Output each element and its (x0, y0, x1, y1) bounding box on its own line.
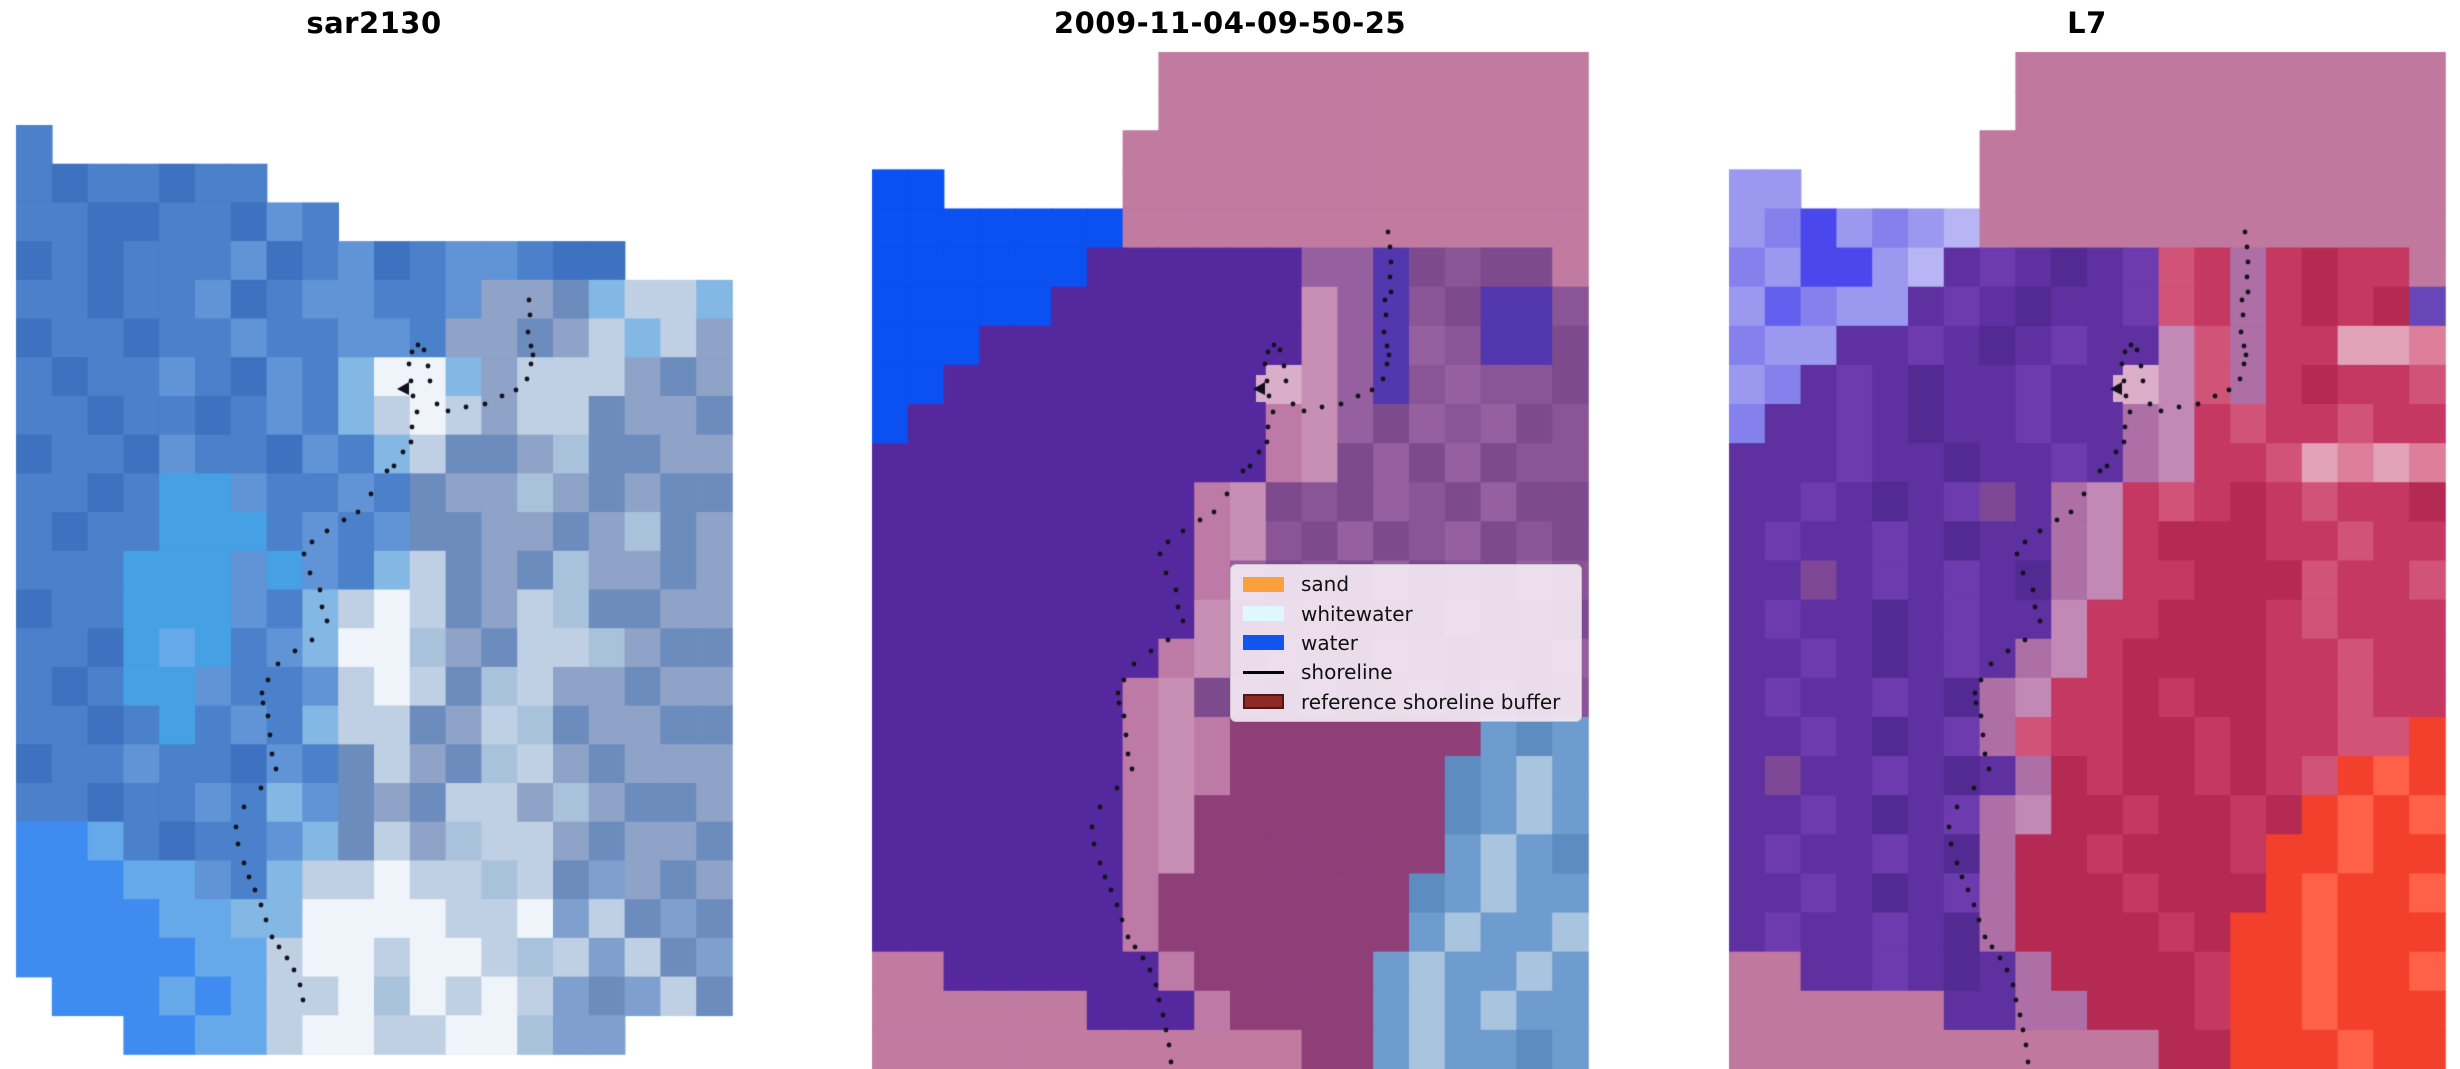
panel-title-date: 2009-11-04-09-50-25 (1053, 6, 1407, 40)
legend-item-shoreline: shoreline (1243, 658, 1569, 686)
legend-item-sand: sand (1243, 570, 1569, 598)
reference-buffer-swatch-icon (1243, 694, 1284, 710)
legend-label-water: water (1301, 630, 1358, 655)
panel-title-sar2130: sar2130 (306, 6, 442, 40)
legend-label-sand: sand (1301, 572, 1350, 597)
legend-item-reference-buffer: reference shoreline buffer (1243, 688, 1569, 716)
legend-box: sand whitewater water shoreline referenc… (1230, 564, 1582, 722)
legend-item-water: water (1243, 629, 1569, 657)
legend-item-whitewater: whitewater (1243, 600, 1569, 628)
sand-swatch-icon (1243, 576, 1284, 592)
whitewater-swatch-icon (1243, 606, 1284, 622)
shoreline-line-icon (1243, 670, 1284, 674)
legend-label-shoreline: shoreline (1301, 660, 1393, 685)
panel-title-l7: L7 (2067, 6, 2107, 40)
legend-label-reference-buffer: reference shoreline buffer (1301, 689, 1561, 714)
legend-label-whitewater: whitewater (1301, 601, 1413, 626)
water-swatch-icon (1243, 635, 1284, 651)
